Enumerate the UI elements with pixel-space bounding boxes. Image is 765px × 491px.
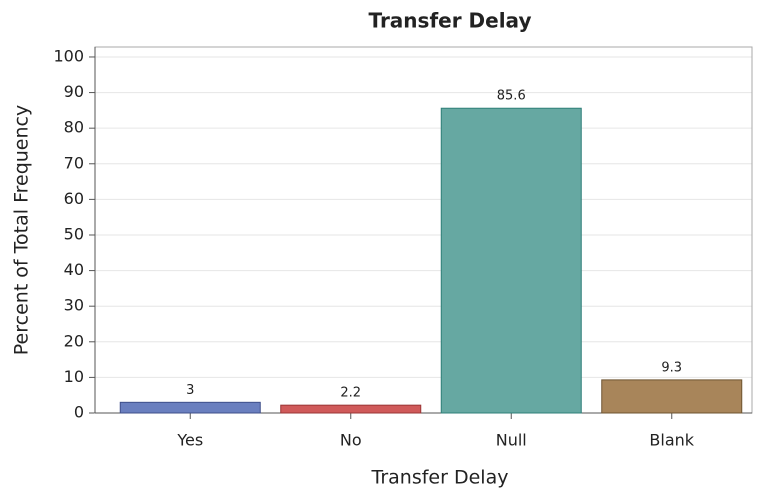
y-tick-label: 10 <box>64 367 84 386</box>
bar <box>440 107 582 414</box>
y-tick-label: 90 <box>64 82 84 101</box>
x-tick-label: Blank <box>649 431 694 450</box>
y-axis-label: Percent of Total Frequency <box>11 105 33 355</box>
y-tick-label: 30 <box>64 296 84 315</box>
y-tick-label: 40 <box>64 260 84 279</box>
plot-frame <box>94 46 753 414</box>
data-label: 9.3 <box>661 360 682 375</box>
x-axis-label: Transfer Delay <box>371 467 509 489</box>
y-tick-label: 100 <box>53 46 84 65</box>
bar <box>601 379 743 414</box>
y-tick-label: 20 <box>64 331 84 350</box>
data-label: 3 <box>186 383 194 398</box>
bar <box>280 404 422 414</box>
y-tick-label: 80 <box>64 118 84 137</box>
chart-title: Transfer Delay <box>369 9 532 33</box>
y-tick-label: 70 <box>64 153 84 172</box>
x-tick-label: Yes <box>176 431 203 450</box>
x-tick-label: No <box>340 431 362 450</box>
y-tick-label: 50 <box>64 224 84 243</box>
bar <box>119 401 261 414</box>
data-label: 85.6 <box>497 89 526 104</box>
y-tick-label: 60 <box>64 189 84 208</box>
data-label: 2.2 <box>340 386 361 401</box>
x-tick-label: Null <box>496 431 527 450</box>
y-tick-label: 0 <box>74 403 84 422</box>
